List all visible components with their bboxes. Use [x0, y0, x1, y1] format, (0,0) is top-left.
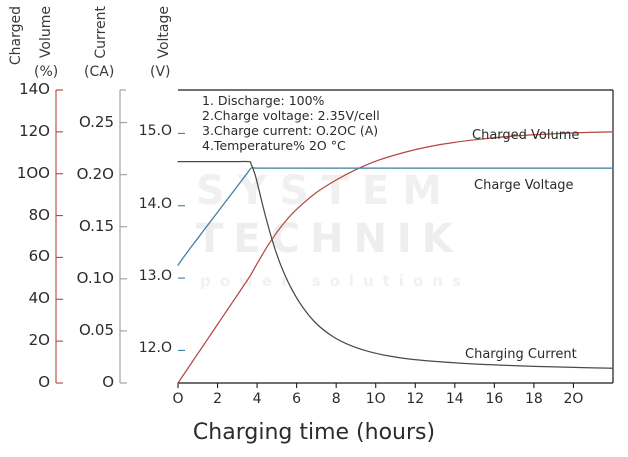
x-tick-label: 6 [292, 391, 302, 407]
y-tick-label: 14.O [138, 195, 172, 212]
x-tick-label: 2O [563, 391, 584, 407]
x-tick-label: 18 [524, 391, 543, 407]
series-charge-voltage [177, 167, 614, 266]
x-tick-label: 2 [213, 391, 222, 407]
y-tick-label: 14O [19, 80, 50, 98]
y-tick-label: O [102, 373, 114, 391]
y-tick-label: O.1O [76, 268, 114, 287]
axis-header-current: Current (CA) [84, 6, 114, 80]
axis-unit-v: (V) [150, 64, 171, 80]
y-tick-label: O [38, 373, 50, 391]
y-tick-label: 8O [28, 205, 50, 224]
y-tick-label: 12.O [138, 340, 172, 357]
annotation-note-3: 3.Charge current: O.2OC (A) [202, 123, 379, 138]
series-charged-volume [177, 131, 614, 384]
curve-label-charge-voltage: Charge Voltage [474, 178, 574, 193]
x-tick-label: 8 [331, 391, 341, 407]
y-tick-label: O.05 [78, 320, 114, 339]
y-tick-label: O.15 [78, 216, 114, 235]
axis-header-voltage: Voltage (V) [150, 6, 172, 80]
x-tick-label: 1O [365, 391, 386, 407]
x-tick-label: 14 [445, 391, 464, 407]
x-tick-label: O [172, 391, 184, 407]
x-tick-label: 4 [252, 391, 262, 407]
y-tick-label: 1OO [16, 163, 50, 182]
axis-unit-percent: (%) [34, 64, 59, 80]
annotation-note-4: 4.Temperature% 2O °C [202, 138, 346, 153]
x-tick-label: 12 [406, 391, 425, 407]
axis-unit-ca: (CA) [84, 64, 115, 80]
y-tick-label: 13.O [138, 268, 172, 285]
y-tick-label: 6O [28, 247, 50, 266]
annotation-note-1: 1. Discharge: 100% [202, 93, 325, 108]
y-tick-label: O.2O [76, 164, 114, 183]
curve-label-charging-current: Charging Current [465, 347, 577, 362]
curve-label-charged-volume: Charged Volume [472, 128, 580, 143]
y-tick-label: 2O [28, 331, 50, 350]
annotation-note-2: 2.Charge voltage: 2.35V/cell [202, 108, 380, 123]
y-tick-label: 12O [19, 121, 50, 140]
axis-header-volume: Volume (%) [34, 6, 58, 80]
x-axis-title: Charging time (hours) [192, 420, 436, 445]
y-tick-label: 15.O [138, 123, 172, 140]
y-tick-label: 4O [28, 289, 50, 308]
y-tick-label: O.25 [78, 112, 114, 131]
series-charging-current [177, 160, 614, 369]
x-tick-label: 16 [485, 391, 504, 407]
